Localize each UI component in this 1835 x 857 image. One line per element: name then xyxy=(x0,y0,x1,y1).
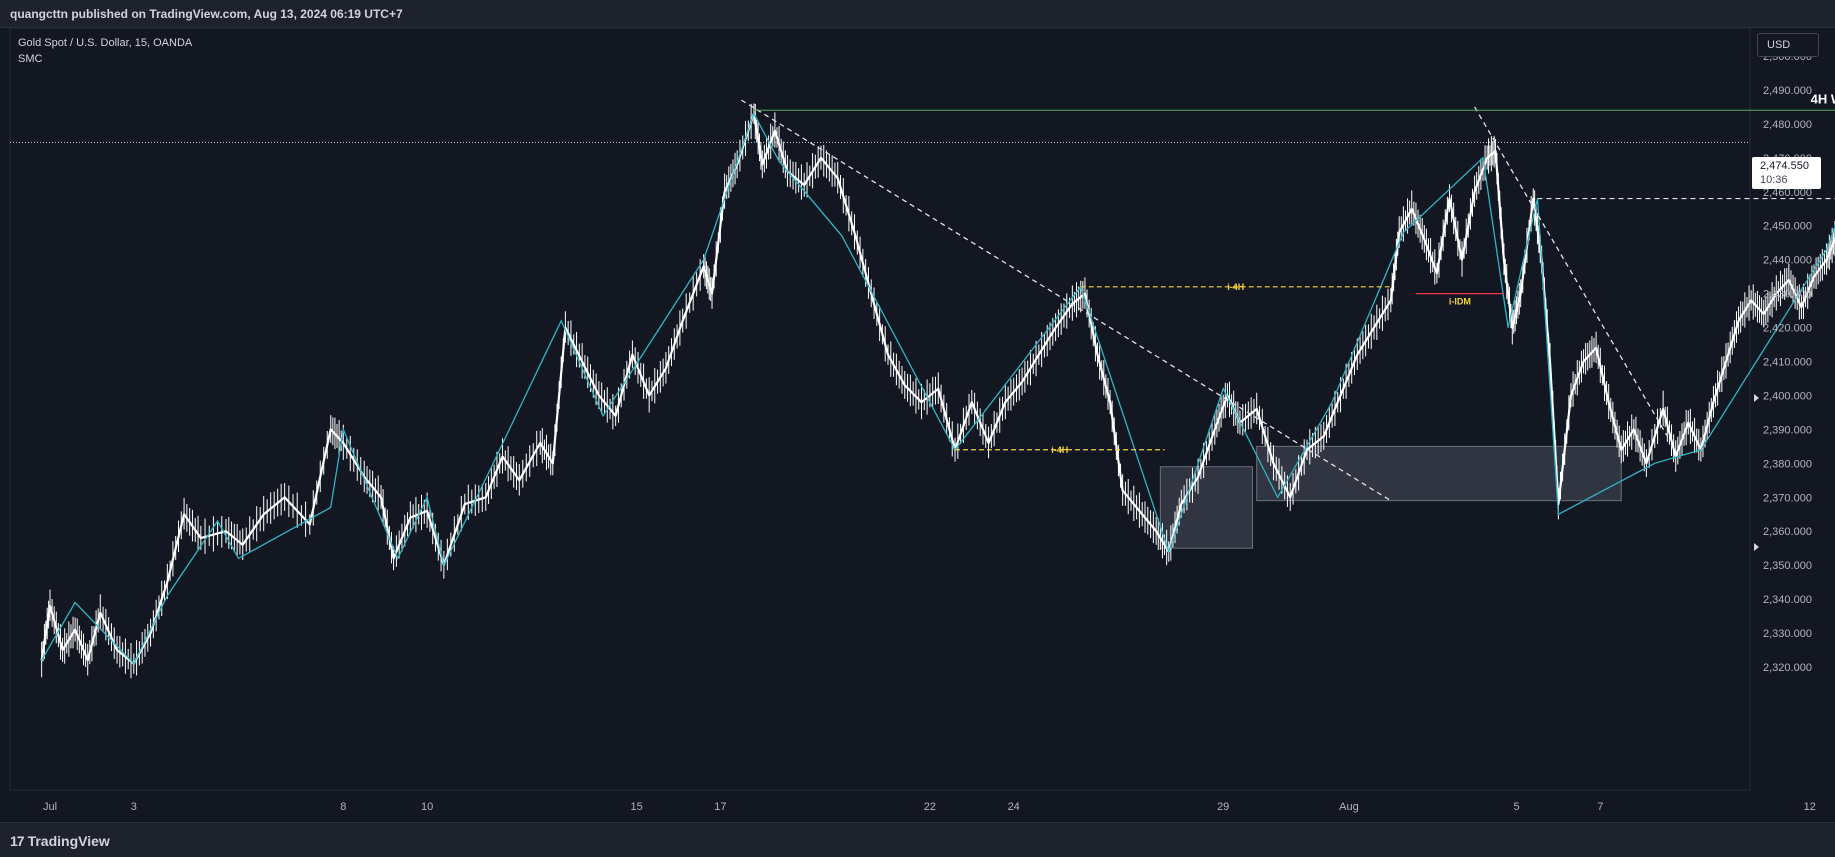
published-info: quangcttn published on TradingView.com, … xyxy=(10,7,403,21)
price-axis-label: 2,320.000 xyxy=(1763,662,1812,674)
scale-marker-icon[interactable] xyxy=(1754,394,1759,402)
price-axis-label: 2,360.000 xyxy=(1763,526,1812,538)
time-axis-label: 12 xyxy=(1804,801,1816,813)
plot-area[interactable] xyxy=(9,27,1751,791)
time-axis-label: Aug xyxy=(1339,801,1359,813)
indicator-label[interactable]: SMC xyxy=(18,53,43,65)
symbol-title[interactable]: Gold Spot / U.S. Dollar, 15, OANDA xyxy=(18,37,193,49)
time-axis-label: 8 xyxy=(340,801,346,813)
last-price-value: 2,474.550 xyxy=(1760,160,1809,172)
price-axis-label: 2,490.000 xyxy=(1763,85,1812,97)
time-axis-label: 5 xyxy=(1513,801,1519,813)
tradingview-mark-icon: 17 xyxy=(10,833,25,849)
idm-label: i-IDM xyxy=(1449,297,1471,307)
price-axis-label: 2,440.000 xyxy=(1763,255,1812,267)
price-axis-label: 2,400.000 xyxy=(1763,390,1812,402)
price-axis-label: 2,380.000 xyxy=(1763,458,1812,470)
trendline-2 xyxy=(1474,106,1668,437)
chart-legend: Gold Spot / U.S. Dollar, 15, OANDA SMC xyxy=(18,35,192,67)
price-chart[interactable]: 4H Weak i-4H i-4H i-IDM 2,320.000 2,330.000 2,… xyxy=(0,0,1835,822)
order-block-box-2 xyxy=(1256,445,1622,502)
tradingview-logo[interactable]: 17 TradingView xyxy=(10,833,110,849)
tradingview-brand: TradingView xyxy=(27,833,110,849)
price-axis-label: 2,430.000 xyxy=(1763,289,1812,301)
time-axis-label: 15 xyxy=(630,801,642,813)
price-axis-label: 2,410.000 xyxy=(1763,357,1812,369)
scale-marker-icon[interactable] xyxy=(1754,543,1759,551)
bar-countdown: 10:36 xyxy=(1760,174,1788,186)
inducement-line-1-label: i-4H xyxy=(1227,282,1244,292)
order-block-box-1 xyxy=(1159,466,1254,549)
time-axis-label: 24 xyxy=(1008,801,1020,813)
footer-bar: 17 TradingView xyxy=(0,822,1835,857)
time-axis-label: 17 xyxy=(714,801,726,813)
price-axis-label: 2,450.000 xyxy=(1763,221,1812,233)
time-axis-label: 7 xyxy=(1597,801,1603,813)
price-axis-label: 2,370.000 xyxy=(1763,492,1812,504)
inducement-line-2-label: i-4H xyxy=(1051,445,1068,455)
price-axis-label: 2,350.000 xyxy=(1763,560,1812,572)
price-axis-label: 2,340.000 xyxy=(1763,594,1812,606)
last-price-tag: 2,474.550 10:36 xyxy=(1752,157,1821,189)
price-axis-label: 2,460.000 xyxy=(1763,187,1812,199)
weak-high-label: 4H Weak xyxy=(1811,91,1835,106)
price-axis-label: 2,390.000 xyxy=(1763,424,1812,436)
price-axis-label: 2,480.000 xyxy=(1763,119,1812,131)
time-axis-label: 29 xyxy=(1217,801,1229,813)
time-axis-label: Jul xyxy=(43,801,57,813)
trendline-1 xyxy=(741,99,1392,502)
swing-zigzag-line xyxy=(41,112,1835,665)
time-axis-label: 10 xyxy=(421,801,433,813)
price-axis-label: 2,330.000 xyxy=(1763,628,1812,640)
currency-button[interactable]: USD xyxy=(1757,33,1819,57)
price-axis-label: 2,420.000 xyxy=(1763,323,1812,335)
time-axis-label: 22 xyxy=(924,801,936,813)
time-axis-label: 3 xyxy=(131,801,137,813)
